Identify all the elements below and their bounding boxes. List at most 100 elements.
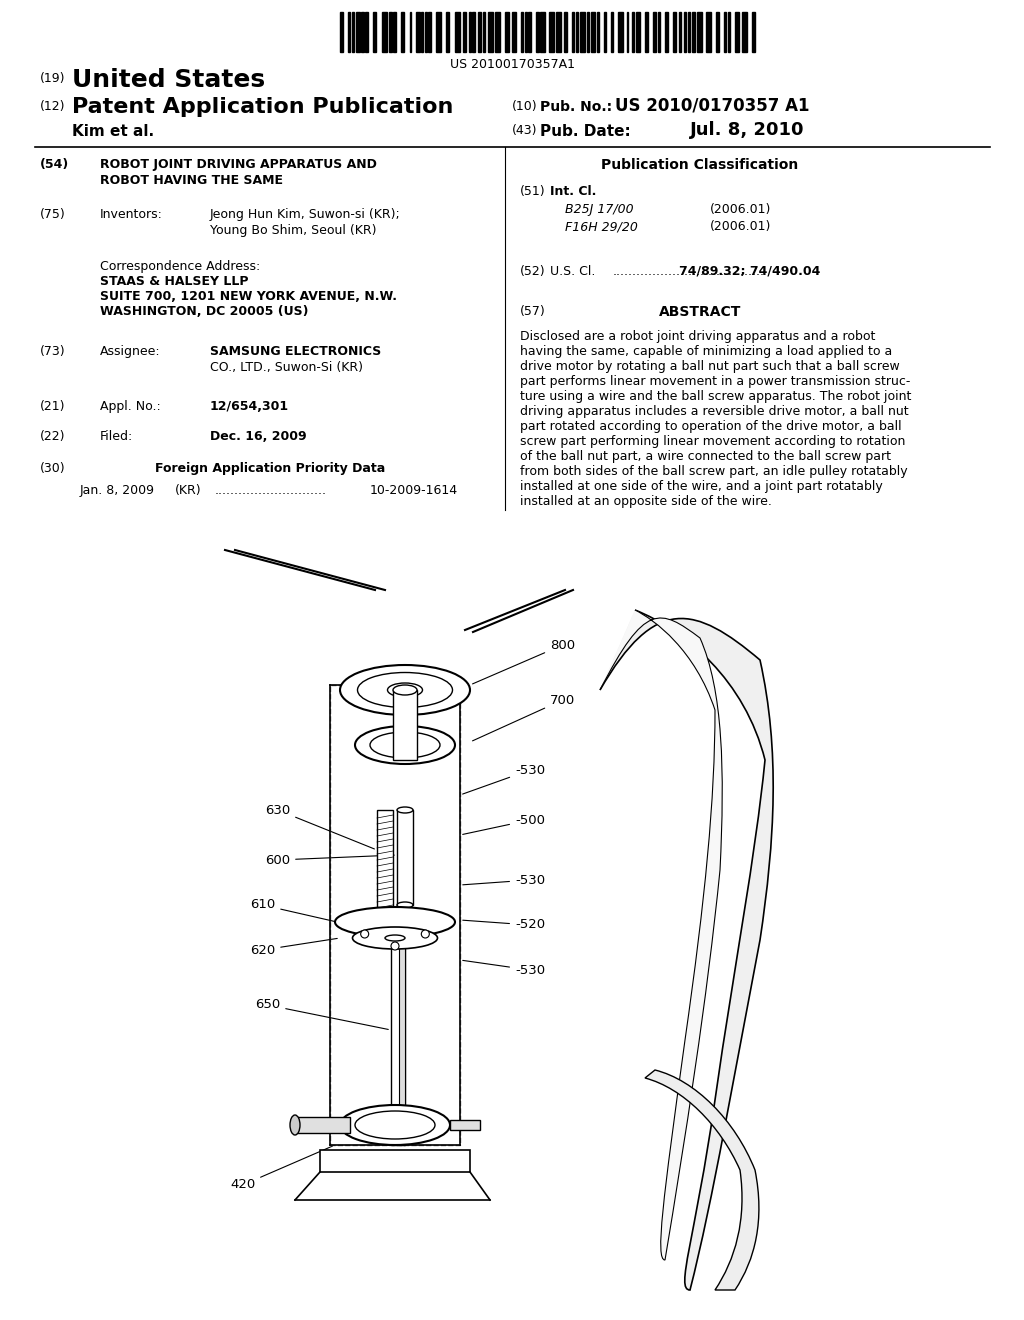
Text: (52): (52) — [520, 265, 546, 279]
Bar — [521, 12, 523, 51]
Text: ture using a wire and the ball screw apparatus. The robot joint: ture using a wire and the ball screw app… — [520, 389, 911, 403]
Text: (51): (51) — [520, 185, 546, 198]
Text: -530: -530 — [463, 961, 545, 977]
Bar — [506, 12, 509, 51]
Text: (22): (22) — [40, 430, 66, 444]
Text: SAMSUNG ELECTRONICS: SAMSUNG ELECTRONICS — [210, 345, 381, 358]
Text: of the ball nut part, a wire connected to the ball screw part: of the ball nut part, a wire connected t… — [520, 450, 891, 463]
Text: Correspondence Address:: Correspondence Address: — [100, 260, 260, 273]
Bar — [564, 12, 566, 51]
Bar — [688, 12, 689, 51]
Text: Dec. 16, 2009: Dec. 16, 2009 — [210, 430, 306, 444]
Text: (30): (30) — [40, 462, 66, 475]
Text: ROBOT JOINT DRIVING APPARATUS AND: ROBOT JOINT DRIVING APPARATUS AND — [100, 158, 377, 172]
Bar — [591, 12, 595, 51]
Bar — [684, 12, 686, 51]
Bar — [665, 12, 669, 51]
Text: (10): (10) — [512, 100, 538, 114]
Bar — [422, 12, 423, 51]
Text: ABSTRACT: ABSTRACT — [658, 305, 741, 319]
Bar — [391, 945, 406, 1144]
Text: Kim et al.: Kim et al. — [72, 124, 155, 139]
Text: 600: 600 — [265, 854, 394, 866]
Ellipse shape — [357, 672, 453, 708]
Bar — [446, 12, 450, 51]
Bar — [478, 12, 481, 51]
Text: Filed:: Filed: — [100, 430, 133, 444]
Bar — [735, 12, 738, 51]
Ellipse shape — [387, 682, 423, 697]
Bar — [455, 12, 460, 51]
Text: WASHINGTON, DC 20005 (US): WASHINGTON, DC 20005 (US) — [100, 305, 308, 318]
Text: (2006.01): (2006.01) — [710, 203, 771, 216]
Bar — [610, 12, 613, 51]
Ellipse shape — [393, 685, 417, 696]
Ellipse shape — [397, 807, 413, 813]
Bar — [644, 12, 648, 51]
Text: -530: -530 — [463, 763, 545, 795]
Bar — [632, 12, 635, 51]
Text: US 20100170357A1: US 20100170357A1 — [450, 58, 574, 71]
Text: SUITE 700, 1201 NEW YORK AVENUE, N.W.: SUITE 700, 1201 NEW YORK AVENUE, N.W. — [100, 290, 397, 304]
Ellipse shape — [335, 907, 455, 937]
Bar — [487, 12, 493, 51]
Bar — [571, 12, 574, 51]
Text: drive motor by rotating a ball nut part such that a ball screw: drive motor by rotating a ball nut part … — [520, 360, 900, 374]
Text: (12): (12) — [40, 100, 66, 114]
Bar — [401, 12, 404, 51]
Bar — [330, 685, 460, 1144]
PathPatch shape — [635, 607, 722, 1261]
Bar — [295, 1117, 350, 1133]
Text: Young Bo Shim, Seoul (KR): Young Bo Shim, Seoul (KR) — [210, 224, 377, 238]
Text: Publication Classification: Publication Classification — [601, 158, 799, 172]
Bar — [483, 12, 485, 51]
Text: part performs linear movement in a power transmission struc-: part performs linear movement in a power… — [520, 375, 910, 388]
Text: 700: 700 — [472, 693, 575, 741]
Text: ......................................: ...................................... — [613, 265, 765, 279]
Ellipse shape — [340, 665, 470, 715]
Text: (73): (73) — [40, 345, 66, 358]
Text: (57): (57) — [520, 305, 546, 318]
Bar — [428, 12, 431, 51]
Text: ROBOT HAVING THE SAME: ROBOT HAVING THE SAME — [100, 174, 283, 187]
Bar — [674, 12, 676, 51]
Bar — [469, 12, 471, 51]
PathPatch shape — [645, 1071, 759, 1290]
Text: (2006.01): (2006.01) — [710, 220, 771, 234]
Ellipse shape — [370, 733, 440, 758]
Text: Patent Application Publication: Patent Application Publication — [72, 96, 454, 117]
Bar — [366, 12, 368, 51]
Text: F16H 29/20: F16H 29/20 — [565, 220, 638, 234]
Text: US 2010/0170357 A1: US 2010/0170357 A1 — [615, 96, 810, 115]
Bar — [472, 12, 475, 51]
Bar — [347, 12, 350, 51]
Text: Assignee:: Assignee: — [100, 345, 161, 358]
Bar — [410, 12, 412, 51]
Text: United States: United States — [72, 69, 265, 92]
Bar — [356, 12, 359, 51]
Text: part rotated according to operation of the drive motor, a ball: part rotated according to operation of t… — [520, 420, 901, 433]
Bar — [377, 810, 393, 920]
Bar — [425, 12, 427, 51]
Text: (21): (21) — [40, 400, 66, 413]
Bar — [724, 12, 726, 51]
Bar — [389, 12, 392, 51]
Text: -500: -500 — [463, 813, 545, 834]
Text: 620: 620 — [250, 939, 337, 957]
Ellipse shape — [385, 935, 406, 941]
Bar — [549, 12, 554, 51]
Text: 12/654,301: 12/654,301 — [210, 400, 289, 413]
Bar — [436, 12, 441, 51]
Text: from both sides of the ball screw part, an idle pulley rotatably: from both sides of the ball screw part, … — [520, 465, 907, 478]
Bar — [541, 12, 546, 51]
Bar — [393, 690, 417, 760]
Text: Int. Cl.: Int. Cl. — [550, 185, 596, 198]
PathPatch shape — [635, 603, 773, 1290]
Text: (KR): (KR) — [175, 484, 202, 498]
Ellipse shape — [355, 726, 455, 764]
Text: STAAS & HALSEY LLP: STAAS & HALSEY LLP — [100, 275, 249, 288]
Bar — [597, 12, 599, 51]
Ellipse shape — [352, 927, 437, 949]
Text: Appl. No.:: Appl. No.: — [100, 400, 161, 413]
Bar — [528, 12, 530, 51]
